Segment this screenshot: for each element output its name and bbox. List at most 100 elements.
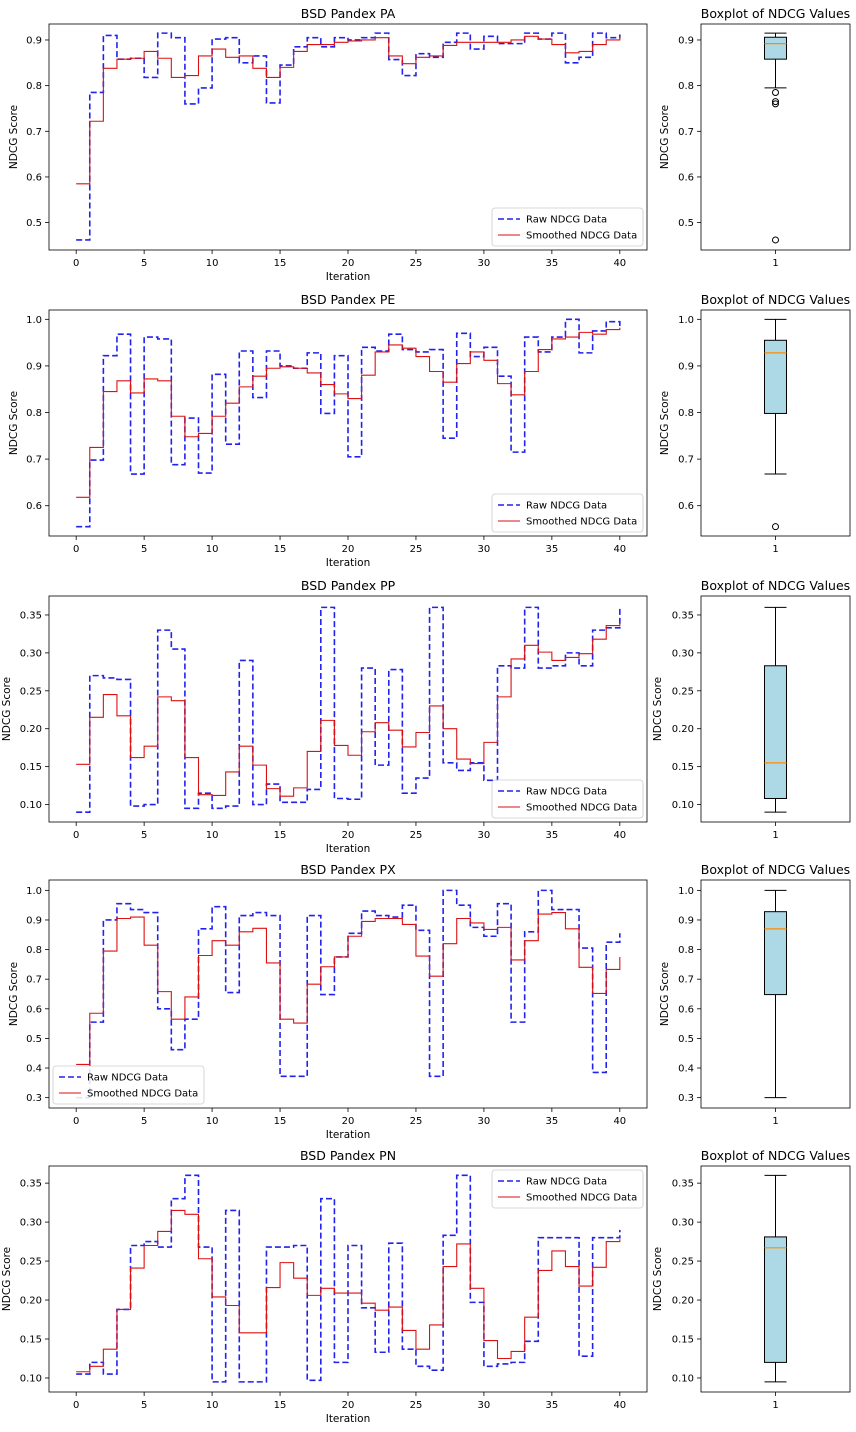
line-chart-3: BSD Pandex PX Iteration NDCG Score 0 5 10 15 20… — [8, 862, 648, 1141]
y-tick-label: 0.10 — [672, 1373, 694, 1384]
x-axis-label: Iteration — [326, 271, 371, 283]
chart-title: Boxplot of NDCG Values — [701, 862, 850, 877]
x-tick-label: 10 — [206, 544, 219, 555]
y-tick-label: 0.10 — [20, 800, 42, 811]
smoothed-ndcg-series — [76, 912, 621, 1066]
y-tick-label: 0.7 — [26, 455, 42, 466]
y-tick-label: 0.9 — [26, 35, 42, 46]
x-tick-label: 35 — [545, 1116, 558, 1127]
iqr-box — [764, 339, 787, 414]
y-tick-label: 0.9 — [26, 361, 42, 372]
y-tick-label: 0.9 — [678, 915, 694, 926]
y-tick-label: 0.8 — [678, 408, 694, 419]
iqr-box — [764, 36, 787, 60]
x-tick-label: 40 — [613, 1400, 626, 1411]
y-tick-label: 0.8 — [678, 945, 694, 956]
y-tick-label: 0.3 — [26, 1093, 42, 1104]
x-tick-label: 10 — [206, 1116, 219, 1127]
x-tick-label: 15 — [274, 830, 287, 841]
x-tick-label: 1 — [772, 830, 778, 841]
x-tick-label: 0 — [73, 544, 79, 555]
x-tick-label: 25 — [410, 258, 423, 269]
x-tick-label: 5 — [141, 1400, 147, 1411]
y-tick-label: 1.0 — [678, 886, 694, 897]
x-tick-label: 25 — [410, 544, 423, 555]
y-tick-label: 1.0 — [26, 886, 42, 897]
x-tick-label: 30 — [478, 544, 491, 555]
y-tick-label: 0.6 — [26, 1004, 42, 1015]
chart-title: Boxplot of NDCG Values — [701, 578, 850, 593]
legend-label: Smoothed NDCG Data — [526, 1193, 637, 1204]
y-tick-label: 0.5 — [678, 218, 694, 229]
x-tick-label: 35 — [545, 258, 558, 269]
outlier-point — [772, 100, 779, 108]
y-tick-label: 0.8 — [678, 81, 694, 92]
x-tick-label: 25 — [410, 1116, 423, 1127]
y-tick-label: 0.30 — [20, 648, 42, 659]
y-tick-label: 0.25 — [672, 1257, 694, 1268]
x-tick-label: 30 — [478, 1400, 491, 1411]
y-tick-label: 0.10 — [672, 800, 694, 811]
legend: Raw NDCG Data Smoothed NDCG Data — [491, 493, 644, 533]
y-tick-label: 0.9 — [26, 915, 42, 926]
y-tick-label: 0.15 — [672, 762, 694, 773]
y-tick-label: 0.20 — [20, 1296, 42, 1307]
x-tick-label: 5 — [141, 544, 147, 555]
x-axis-label: Iteration — [326, 557, 371, 569]
y-tick-label: 0.5 — [26, 218, 42, 229]
y-tick-label: 0.8 — [26, 408, 42, 419]
y-tick-label: 0.30 — [672, 648, 694, 659]
smoothed-ndcg-series — [76, 1209, 621, 1373]
smoothed-ndcg-series — [76, 35, 621, 185]
iqr-box — [764, 1236, 787, 1363]
legend-label: Raw NDCG Data — [526, 1177, 607, 1188]
legend-label: Raw NDCG Data — [526, 215, 607, 226]
x-tick-label: 30 — [478, 258, 491, 269]
legend-label: Smoothed NDCG Data — [87, 1089, 198, 1100]
y-axis-label: NDCG Score — [652, 677, 664, 741]
y-tick-label: 1.0 — [26, 315, 42, 326]
y-tick-label: 0.8 — [26, 945, 42, 956]
x-tick-label: 15 — [274, 544, 287, 555]
boxplot-2: Boxplot of NDCG Values NDCG Score 0.10 0.15… — [652, 578, 851, 841]
x-tick-label: 30 — [478, 1116, 491, 1127]
x-tick-label: 5 — [141, 1116, 147, 1127]
y-tick-label: 0.9 — [678, 35, 694, 46]
x-tick-label: 1 — [772, 1400, 778, 1411]
chart-title: BSD Pandex PN — [300, 1148, 396, 1163]
x-axis-label: Iteration — [326, 1413, 371, 1425]
boxplot-0: Boxplot of NDCG Values NDCG Score 0.5 0.6 0.… — [659, 6, 851, 269]
x-tick-label: 25 — [410, 1400, 423, 1411]
x-tick-label: 25 — [410, 830, 423, 841]
outlier-point — [772, 98, 779, 106]
x-tick-label: 1 — [772, 1116, 778, 1127]
y-axis-label: NDCG Score — [8, 105, 20, 169]
x-tick-label: 40 — [613, 258, 626, 269]
y-tick-label: 0.8 — [26, 81, 42, 92]
y-tick-label: 0.30 — [672, 1218, 694, 1229]
smoothed-ndcg-series — [76, 622, 621, 797]
y-tick-label: 0.6 — [678, 1004, 694, 1015]
legend: Raw NDCG Data Smoothed NDCG Data — [491, 207, 644, 247]
y-tick-label: 0.35 — [20, 1179, 42, 1190]
chart-title: BSD Pandex PX — [300, 862, 396, 877]
x-tick-label: 35 — [545, 544, 558, 555]
y-tick-label: 0.30 — [20, 1218, 42, 1229]
y-tick-label: 0.25 — [20, 1257, 42, 1268]
y-tick-label: 0.35 — [672, 1179, 694, 1190]
x-tick-label: 40 — [613, 1116, 626, 1127]
y-tick-label: 0.7 — [678, 975, 694, 986]
x-tick-label: 20 — [342, 1400, 355, 1411]
x-tick-label: 30 — [478, 830, 491, 841]
y-tick-label: 0.15 — [672, 1335, 694, 1346]
x-tick-label: 10 — [206, 1400, 219, 1411]
y-tick-label: 0.7 — [678, 455, 694, 466]
y-axis-label: NDCG Score — [1, 1247, 13, 1311]
legend-box — [491, 207, 644, 247]
chart-title: Boxplot of NDCG Values — [701, 1148, 850, 1163]
x-tick-label: 10 — [206, 258, 219, 269]
raw-ndcg-series — [76, 32, 621, 241]
y-tick-label: 0.5 — [678, 1034, 694, 1045]
raw-ndcg-series — [76, 606, 621, 813]
y-tick-label: 1.0 — [678, 315, 694, 326]
